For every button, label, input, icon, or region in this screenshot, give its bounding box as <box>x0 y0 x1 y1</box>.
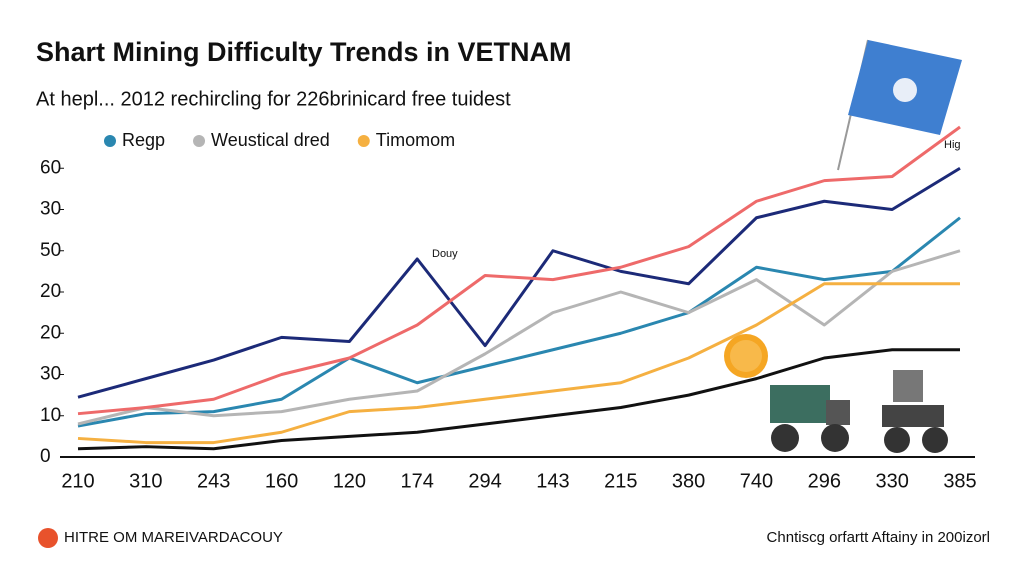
legend-marker <box>104 135 116 147</box>
legend: Regp Weustical dred Timomom <box>104 130 455 150</box>
coin-decoration <box>724 334 768 378</box>
y-tick-label: 0 <box>40 446 51 467</box>
chart-subtitle: At hepl... 2012 rechircling for 226brini… <box>36 88 511 110</box>
legend-marker <box>193 135 206 147</box>
legend-marker <box>357 135 370 147</box>
line-series <box>77 249 961 426</box>
y-tick-label: 30 <box>40 364 61 385</box>
x-tick-label: 294 <box>468 470 501 492</box>
y-tick-label: 50 <box>40 240 61 261</box>
annotation: Hig <box>944 139 961 151</box>
y-tick-label: 20 <box>40 281 61 302</box>
x-tick-label: 120 <box>333 470 366 492</box>
flag-decoration <box>837 39 962 171</box>
footer-logo <box>38 528 58 548</box>
line-series <box>77 216 961 428</box>
legend-label: Regp <box>122 130 165 150</box>
truck-decoration <box>770 370 948 453</box>
x-tick-label: 215 <box>604 470 637 492</box>
line-series <box>77 348 960 451</box>
chart-title: Shart Mining Difficulty Trends in VETNAM <box>36 37 572 67</box>
line-series <box>77 125 961 416</box>
x-tick-label: 143 <box>536 470 569 492</box>
annotation: Douy <box>432 248 458 260</box>
y-tick-label: 60 <box>40 157 61 178</box>
x-tick-label: 296 <box>808 470 841 492</box>
line-series <box>77 166 961 399</box>
x-tick-label: 310 <box>129 470 162 492</box>
x-tick-label: 330 <box>875 470 908 492</box>
x-tick-label: 210 <box>61 470 94 492</box>
y-tick-label: 30 <box>40 199 61 220</box>
legend-label: Weustical dred <box>211 130 330 150</box>
x-tick-label: 380 <box>672 470 705 492</box>
x-tick-label: 740 <box>740 470 773 492</box>
x-tick-label: 243 <box>197 470 230 492</box>
y-tick-label: 10 <box>40 405 61 426</box>
footer-right: Chntiscg orfartt Aftainy in 200izorl <box>767 529 990 546</box>
footer-left: HITRE OM MAREIVARDACOUY <box>64 529 283 546</box>
x-tick-label: 174 <box>401 470 434 492</box>
x-tick-label: 385 <box>943 470 976 492</box>
y-tick-label: 20 <box>40 322 61 343</box>
legend-label: Timomom <box>376 130 455 150</box>
line-series <box>77 282 960 445</box>
x-tick-label: 160 <box>265 470 298 492</box>
